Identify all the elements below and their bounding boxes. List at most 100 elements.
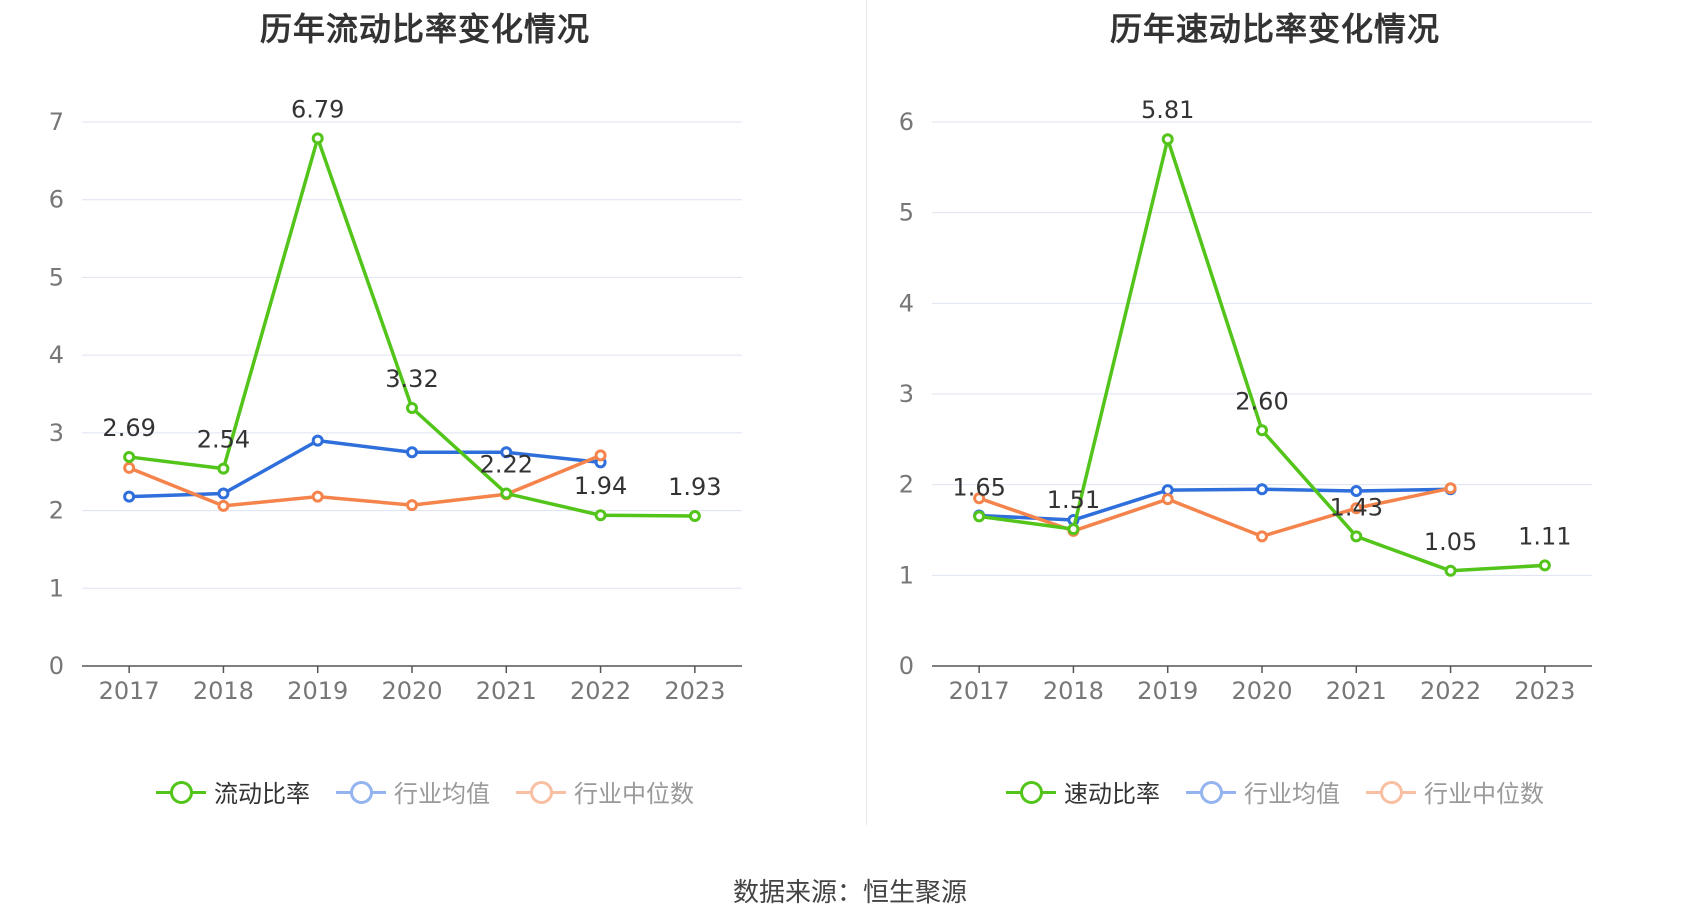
data-point-2 [973, 492, 986, 505]
data-point-0 [311, 132, 324, 145]
y-tick-label: 5 [899, 199, 914, 227]
y-tick-label: 6 [899, 108, 914, 136]
data-point-0 [1538, 559, 1551, 572]
data-point-1 [500, 446, 513, 459]
legend-item-series-0[interactable]: 流动比率 [156, 774, 310, 809]
legend-circle [1020, 780, 1043, 804]
line-chart-quick-ratio: 0 1 2 3 4 5 6 2017 2018 2019 2020 2021 2022 2023 1.65 1… [899, 96, 1592, 705]
data-point-0 [500, 487, 513, 500]
y-tick-label: 2 [49, 497, 64, 525]
data-point-2 [594, 449, 607, 462]
data-point-1 [217, 487, 230, 500]
data-label: 2.69 [102, 414, 155, 442]
data-point-0 [973, 510, 986, 523]
data-label: 6.79 [291, 95, 344, 123]
data-point-0 [594, 509, 607, 522]
series-line-0 [128, 136, 695, 518]
y-tick-label: 4 [49, 341, 64, 369]
x-tick-label: 2017 [949, 677, 1010, 705]
y-tick-label: 1 [899, 561, 914, 589]
legend-label: 流动比率 [214, 780, 310, 808]
panel-divider [866, 0, 867, 825]
legend-circle [1200, 780, 1223, 804]
data-label: 1.11 [1518, 522, 1571, 550]
data-label: 1.05 [1424, 528, 1477, 556]
data-point-1 [1350, 485, 1363, 498]
y-tick-label: 3 [49, 419, 64, 447]
x-tick-label: 2020 [1231, 677, 1292, 705]
legend-line-circle-icon [336, 777, 386, 807]
data-point-2 [217, 499, 230, 512]
y-tick-label: 5 [49, 263, 64, 291]
data-label: 5.81 [1141, 96, 1194, 124]
data-label: 1.51 [1047, 486, 1100, 514]
data-point-1 [1256, 483, 1268, 496]
data-label: 1.94 [574, 472, 627, 500]
x-tick-label: 2018 [1043, 677, 1104, 705]
x-tick-label: 2022 [570, 677, 631, 705]
data-point-0 [1067, 523, 1080, 536]
data-point-1 [123, 490, 136, 503]
legend-item-series-2[interactable]: 行业中位数 [1366, 774, 1544, 809]
data-point-0 [217, 462, 230, 475]
data-point-2 [311, 490, 324, 503]
y-tick-label: 6 [49, 186, 64, 214]
data-point-2 [1256, 530, 1268, 543]
line-chart-current-ratio: 0 1 2 3 4 5 6 7 2017 2018 2019 2020 2021 2022 2023 2.69… [49, 95, 742, 705]
data-point-1 [406, 446, 418, 459]
data-point-2 [406, 499, 418, 512]
legend-item-series-1[interactable]: 行业均值 [1186, 774, 1340, 809]
legend-line-circle-icon [1006, 777, 1056, 807]
data-label: 3.32 [385, 365, 438, 393]
x-tick-label: 2019 [1137, 677, 1198, 705]
data-point-0 [688, 510, 701, 523]
legend-circle [170, 780, 193, 804]
x-tick-label: 2023 [1514, 677, 1575, 705]
data-point-2 [1350, 502, 1363, 515]
series-line-1 [129, 438, 601, 499]
data-point-0 [406, 401, 418, 414]
data-label: 1.43 [1330, 493, 1383, 521]
legend-label: 行业均值 [394, 780, 490, 808]
chart-legend: 流动比率 行业均值 行业中位数 [0, 774, 850, 809]
y-tick-label: 0 [49, 652, 64, 680]
legend-label: 速动比率 [1064, 780, 1160, 808]
data-point-0 [1256, 424, 1268, 437]
x-tick-label: 2020 [381, 677, 442, 705]
legend-label: 行业均值 [1244, 780, 1340, 808]
x-tick-label: 2017 [99, 677, 160, 705]
y-tick-label: 3 [899, 380, 914, 408]
legend-circle [530, 780, 553, 804]
data-point-0 [1444, 564, 1457, 577]
chart-panel-quick-ratio: 历年速动比率变化情况 0 1 2 3 4 5 6 2017 2018 2019 2020 2021 20… [850, 0, 1700, 830]
legend-line-circle-icon [156, 777, 206, 807]
data-label: 1.65 [952, 473, 1005, 501]
data-point-1 [311, 434, 324, 447]
legend-item-series-1[interactable]: 行业均值 [336, 774, 490, 809]
data-point-2 [1161, 493, 1174, 506]
x-tick-label: 2018 [193, 677, 254, 705]
data-point-0 [123, 450, 136, 463]
data-label: 2.22 [480, 450, 533, 478]
chart-title: 历年流动比率变化情况 [259, 10, 590, 48]
chart-title: 历年速动比率变化情况 [1109, 10, 1440, 48]
legend-item-series-0[interactable]: 速动比率 [1006, 774, 1160, 809]
data-point-2 [1444, 482, 1457, 495]
data-point-0 [1350, 530, 1363, 543]
data-label: 2.60 [1235, 387, 1288, 415]
data-label: 1.93 [668, 473, 721, 501]
legend-item-series-2[interactable]: 行业中位数 [516, 774, 694, 809]
y-tick-label: 2 [899, 471, 914, 499]
legend-label: 行业中位数 [1424, 780, 1544, 808]
data-label: 2.54 [197, 426, 250, 454]
chart-legend: 速动比率 行业均值 行业中位数 [850, 774, 1700, 809]
x-tick-label: 2021 [1326, 677, 1387, 705]
legend-circle [1380, 780, 1403, 804]
data-source-note: 数据来源：恒生聚源 [732, 878, 967, 908]
legend-line-circle-icon [1186, 777, 1236, 807]
y-tick-label: 0 [899, 652, 914, 680]
y-tick-label: 7 [49, 108, 64, 136]
x-tick-label: 2019 [287, 677, 348, 705]
x-tick-label: 2022 [1420, 677, 1481, 705]
legend-circle [350, 780, 373, 804]
